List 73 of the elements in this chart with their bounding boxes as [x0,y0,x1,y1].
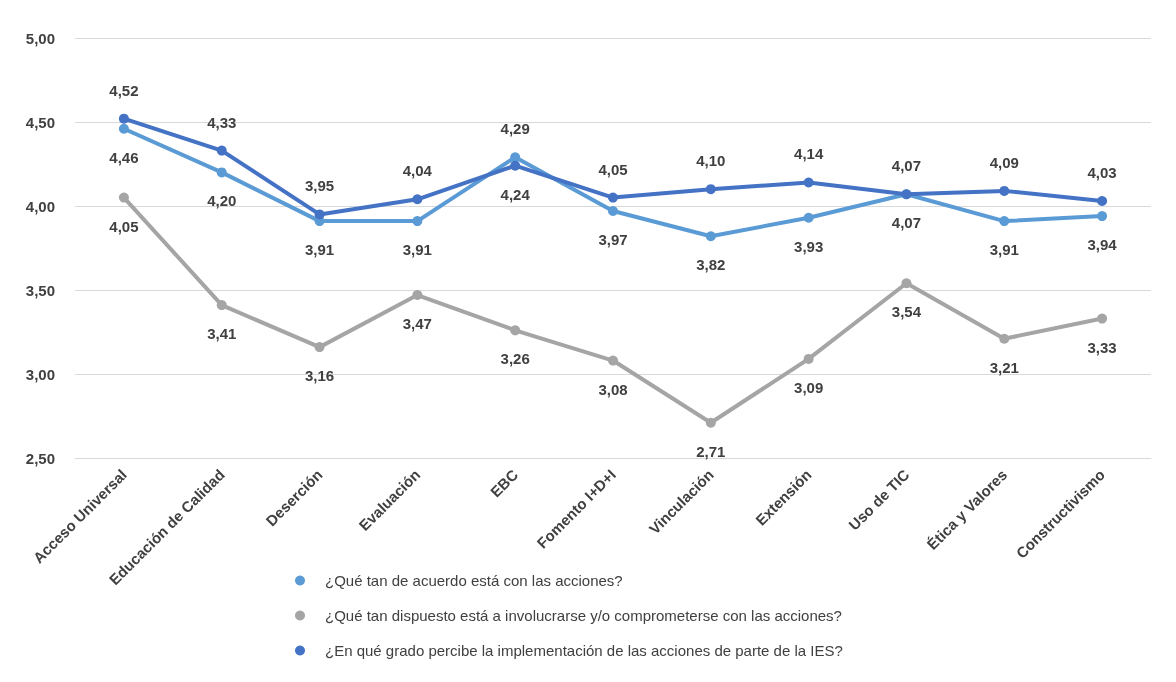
point [118,192,129,203]
point [510,325,521,336]
data-label: 2,71 [696,442,726,460]
point [118,113,129,124]
point [608,192,618,203]
data-label: 3,09 [794,378,824,396]
data-label: 3,94 [1087,236,1118,254]
point [705,231,716,242]
data-label: 3,95 [304,177,335,195]
data-label: 4,09 [989,153,1019,171]
legend-label: ¿Qué tan dispuesto está a involucrarse y/o comprometerse con las acciones? [325,607,842,624]
point [999,185,1010,196]
point [412,216,423,227]
data-label: 3,91 [989,241,1019,259]
data-label: 3,82 [696,256,726,274]
data-label: 3,47 [402,315,432,333]
y-tick-label: 3,00 [25,365,55,383]
data-label: 4,24 [500,185,531,203]
data-label: 3,91 [304,241,335,259]
data-label: 4,20 [207,192,237,210]
data-label: 3,26 [500,350,530,368]
point [608,355,618,366]
data-label: 4,03 [1087,163,1117,181]
y-tick-label: 5,00 [25,29,55,47]
data-label: 3,33 [1087,338,1117,356]
data-label: 3,91 [402,241,432,259]
data-label: 4,33 [207,113,237,131]
point [412,194,423,205]
data-label: 4,05 [109,217,139,235]
point [803,353,814,364]
point [999,216,1010,227]
point [510,152,521,163]
data-label: 3,41 [207,325,237,343]
point [705,417,716,428]
y-tick-label: 2,50 [25,449,55,467]
point [608,206,618,217]
point [803,212,814,223]
data-label: 4,07 [891,157,922,175]
point [705,184,716,195]
legend-label: ¿En qué grado percibe la implementación de las acciones de parte de la IES? [325,642,843,659]
data-label: 3,08 [598,380,628,398]
data-label: 4,14 [794,145,824,163]
legend-label: ¿Qué tan de acuerdo está con las acciones? [325,572,623,589]
data-label: 4,05 [598,160,628,178]
point [314,342,325,353]
point [216,167,227,178]
point [901,278,912,289]
y-tick-label: 3,50 [25,281,55,299]
point [1097,195,1108,206]
data-label: 3,97 [598,231,628,249]
data-label: 4,52 [109,81,139,99]
data-label: 3,21 [989,358,1019,376]
data-label: 3,54 [891,303,922,321]
data-label: 4,04 [402,162,433,180]
x-tick-label: Uso de TIC [845,465,913,534]
y-tick-label: 4,50 [25,113,55,131]
data-label: 3,93 [794,237,824,255]
point [803,177,814,188]
point [118,123,129,134]
data-label: 4,10 [696,152,726,170]
point [999,333,1010,344]
point [412,290,423,301]
point [314,209,325,220]
y-tick-label: 4,00 [25,197,55,215]
point [1097,313,1108,324]
point [216,145,227,156]
data-label: 4,46 [109,148,139,166]
point [216,300,227,311]
data-label: 4,29 [500,120,530,138]
data-label: 3,16 [304,367,335,385]
data-label: 4,07 [891,214,922,232]
point [510,160,521,171]
point [1097,211,1108,222]
